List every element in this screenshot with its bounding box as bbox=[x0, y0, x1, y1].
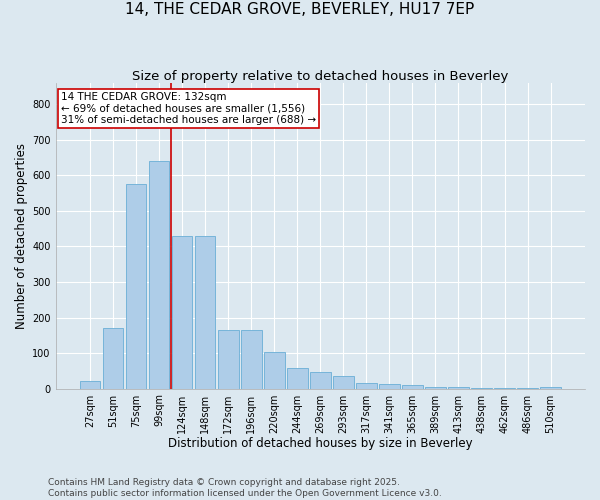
Bar bbox=[149, 161, 169, 388]
Bar bbox=[333, 376, 353, 388]
Bar bbox=[448, 387, 469, 388]
Title: Size of property relative to detached houses in Beverley: Size of property relative to detached ho… bbox=[132, 70, 508, 83]
Bar bbox=[218, 330, 239, 388]
Bar bbox=[125, 184, 146, 388]
Bar bbox=[172, 236, 193, 388]
Bar bbox=[103, 328, 124, 388]
Bar bbox=[425, 387, 446, 388]
Bar bbox=[540, 387, 561, 388]
Bar bbox=[264, 352, 284, 389]
Text: 14, THE CEDAR GROVE, BEVERLEY, HU17 7EP: 14, THE CEDAR GROVE, BEVERLEY, HU17 7EP bbox=[125, 2, 475, 18]
X-axis label: Distribution of detached houses by size in Beverley: Distribution of detached houses by size … bbox=[168, 437, 473, 450]
Bar bbox=[287, 368, 308, 388]
Text: Contains HM Land Registry data © Crown copyright and database right 2025.
Contai: Contains HM Land Registry data © Crown c… bbox=[48, 478, 442, 498]
Bar bbox=[80, 382, 100, 388]
Y-axis label: Number of detached properties: Number of detached properties bbox=[15, 143, 28, 329]
Bar bbox=[356, 383, 377, 388]
Bar bbox=[195, 236, 215, 388]
Text: 14 THE CEDAR GROVE: 132sqm
← 69% of detached houses are smaller (1,556)
31% of s: 14 THE CEDAR GROVE: 132sqm ← 69% of deta… bbox=[61, 92, 316, 126]
Bar bbox=[379, 384, 400, 388]
Bar bbox=[241, 330, 262, 388]
Bar bbox=[402, 386, 423, 388]
Bar bbox=[310, 372, 331, 388]
